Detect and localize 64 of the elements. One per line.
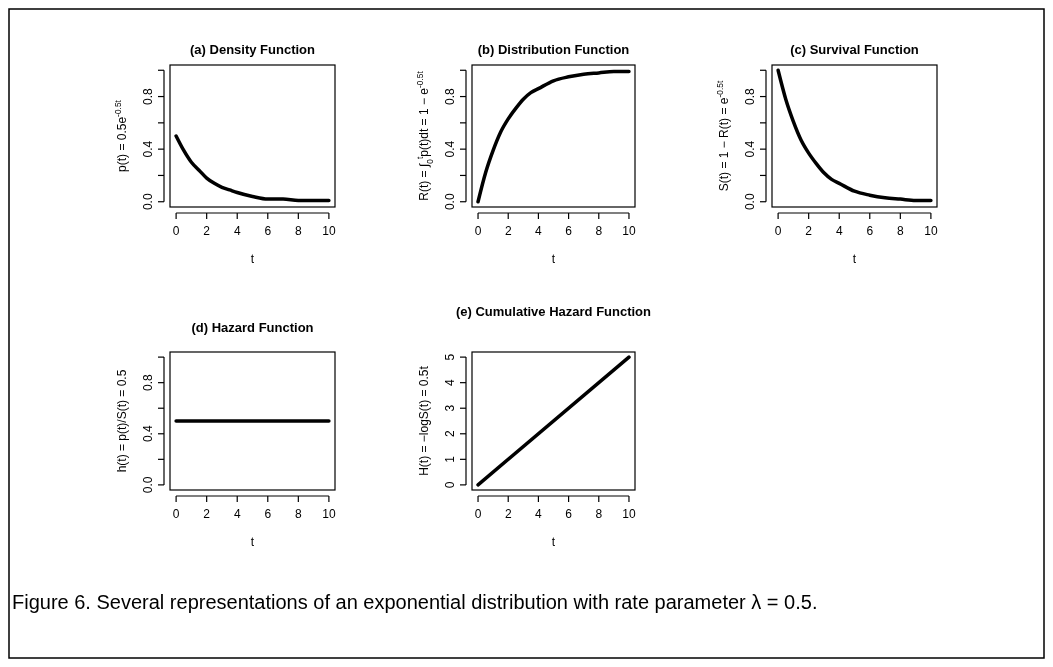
- y-tick-label: 0.0: [141, 193, 155, 211]
- y-axis-title: H(t) = −logS(t) = 0.5t: [417, 365, 431, 476]
- line-series: [476, 69, 631, 204]
- y-tick-label: 0.4: [141, 140, 155, 158]
- y-tick-label: 5: [443, 353, 457, 361]
- x-tick-label: 4: [535, 507, 543, 521]
- x-tick-label: 2: [203, 507, 211, 521]
- y-tick-label: 2: [443, 430, 457, 438]
- x-tick-label: 2: [504, 224, 512, 238]
- x-tick-label: 2: [504, 507, 512, 521]
- x-tick-label: 10: [924, 224, 938, 238]
- x-tick-label: 2: [805, 224, 813, 238]
- x-tick-label: 4: [535, 224, 543, 238]
- x-tick-label: 8: [595, 507, 603, 521]
- x-tick-label: 8: [294, 507, 302, 521]
- chart-title: (a) Density Function: [190, 42, 316, 57]
- y-tick-label: 1: [443, 455, 457, 463]
- chart-title: (b) Distribution Function: [477, 42, 630, 57]
- x-axis-title: t: [250, 535, 255, 549]
- y-tick-label: 0.8: [141, 87, 155, 105]
- x-tick-label: 0: [172, 507, 180, 521]
- x-tick-label: 0: [474, 224, 482, 238]
- y-tick-label: 0.4: [443, 140, 457, 158]
- line-series: [776, 68, 933, 203]
- y-tick-label: 0.8: [141, 374, 155, 392]
- y-tick-label: 3: [443, 404, 457, 412]
- x-tick-label: 6: [264, 507, 272, 521]
- y-axis-title: h(t) = p(t)/S(t) = 0.5: [115, 369, 129, 473]
- x-tick-label: 4: [835, 224, 843, 238]
- y-tick-label: 0.0: [743, 193, 757, 211]
- y-tick-label: 0.4: [141, 425, 155, 443]
- x-tick-label: 10: [322, 507, 336, 521]
- x-tick-label: 0: [172, 224, 180, 238]
- chart-title: (c) Survival Function: [790, 42, 919, 57]
- y-tick-label: 4: [443, 379, 457, 387]
- x-tick-label: 8: [294, 224, 302, 238]
- y-tick-label: 0.0: [141, 476, 155, 494]
- x-axis-title: t: [551, 252, 556, 266]
- x-tick-label: 6: [565, 224, 573, 238]
- chart-title: (e) Cumulative Hazard Function: [455, 304, 652, 319]
- line-series: [174, 134, 331, 203]
- y-tick-label: 0.0: [443, 193, 457, 211]
- x-tick-label: 10: [622, 507, 636, 521]
- x-tick-label: 2: [203, 224, 211, 238]
- x-tick-label: 8: [896, 224, 904, 238]
- x-tick-label: 6: [264, 224, 272, 238]
- x-tick-label: 10: [322, 224, 336, 238]
- x-tick-label: 0: [774, 224, 782, 238]
- y-tick-label: 0: [443, 481, 457, 489]
- x-tick-label: 4: [233, 507, 241, 521]
- chart-title: (d) Hazard Function: [191, 320, 314, 335]
- x-tick-label: 0: [474, 507, 482, 521]
- y-tick-label: 0.8: [743, 87, 757, 105]
- x-tick-label: 10: [622, 224, 636, 238]
- x-tick-label: 8: [595, 224, 603, 238]
- caption: Figure 6. Several representations of an exponential distribution with rate parameter λ = 0.5.: [12, 591, 818, 613]
- x-tick-label: 6: [565, 507, 573, 521]
- x-axis-title: t: [852, 252, 857, 266]
- y-tick-label: 0.8: [443, 87, 457, 105]
- x-tick-label: 6: [866, 224, 874, 238]
- x-axis-title: t: [250, 252, 255, 266]
- x-tick-label: 4: [233, 224, 241, 238]
- x-axis-title: t: [551, 535, 556, 549]
- y-tick-label: 0.4: [743, 140, 757, 158]
